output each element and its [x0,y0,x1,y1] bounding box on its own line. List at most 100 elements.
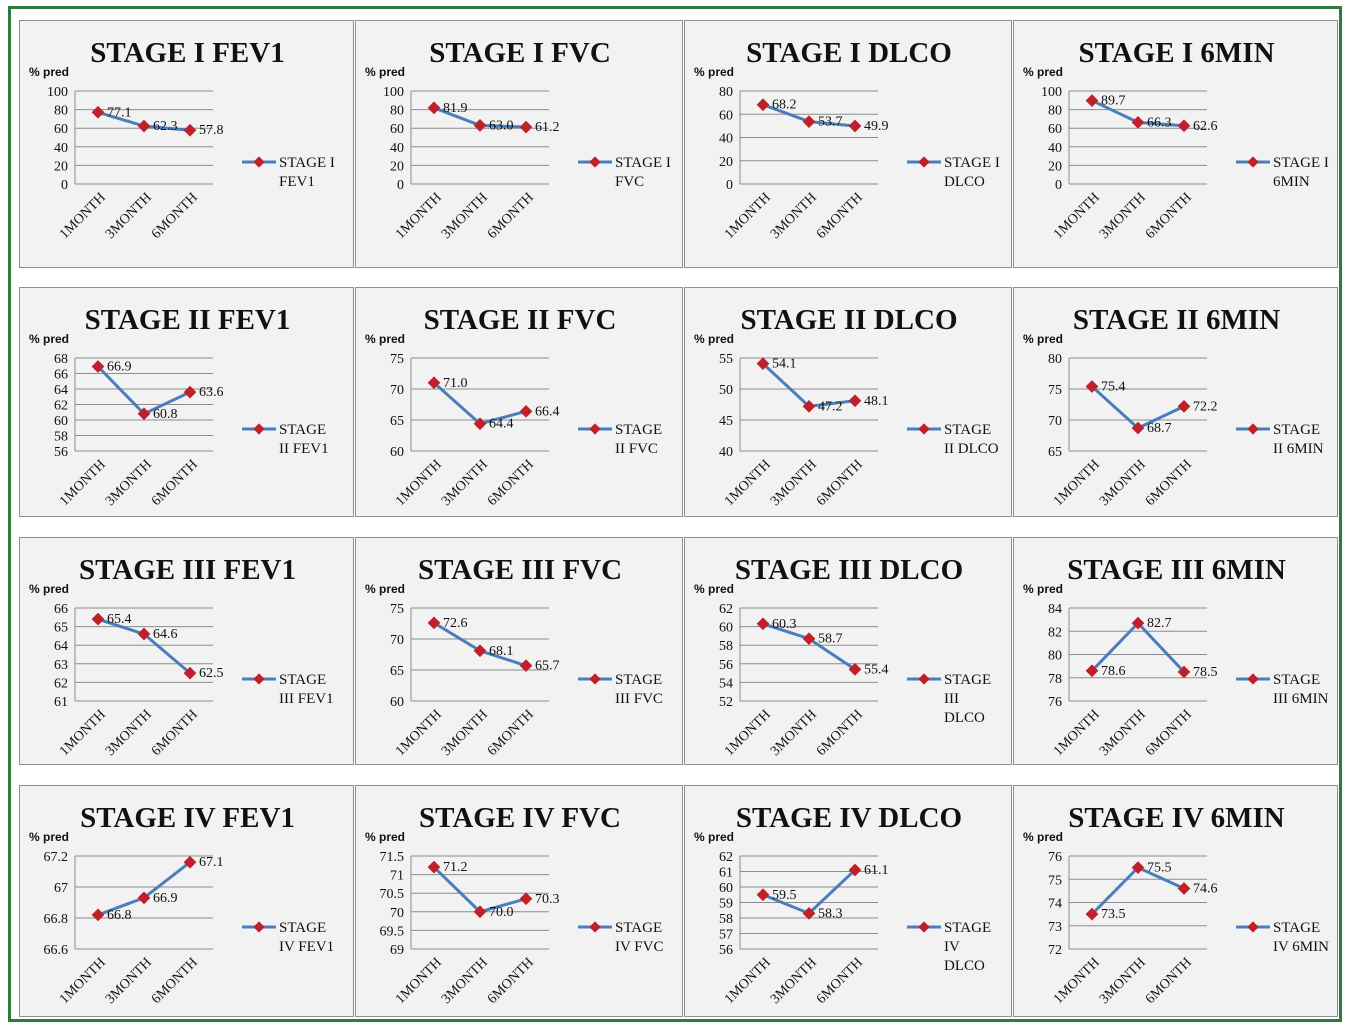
y-axis-label: % pred [365,332,405,346]
legend-label: DLCO [944,710,985,726]
y-tick-label: 69 [390,943,404,958]
y-tick-label: 58 [719,639,733,654]
x-tick-label: 1MONTH [57,955,109,1007]
y-tick-label: 64 [54,639,68,654]
x-tick-label: 3MONTH [768,457,820,509]
y-axis-label: % pred [1023,332,1063,346]
chart-panel: STAGE IV 6MIN % pred 72 73 74 75 76 1MONTH 3MONT… [1013,785,1338,1017]
legend-label: III [944,691,959,707]
chart-svg: STAGE IV DLCO% pred565758596061621MONTH3… [694,802,991,1007]
data-label: 49.9 [864,119,889,134]
chart-panel: STAGE I FEV1 % pred 0 20 40 60 80 100 1MONTH 3MON… [19,20,354,268]
y-tick-label: 60 [54,122,68,137]
y-tick-label: 75 [1048,873,1062,888]
data-point-marker [519,892,533,906]
y-tick-label: 55 [719,352,733,367]
x-tick-label: 3MONTH [768,955,820,1007]
legend-label: STAGE [944,422,991,438]
data-point-marker [756,888,770,902]
data-label: 62.5 [199,666,224,681]
y-tick-label: 60 [719,621,733,636]
y-tick-label: 58 [719,912,733,927]
chart-title: STAGE III DLCO [735,554,963,586]
legend-label: STAGE [1273,920,1320,936]
y-tick-label: 82 [1048,625,1062,640]
legend-label: STAGE I [279,155,335,171]
chart-panel: STAGE III DLCO% pred 52 54 56 58 60 62 1MONTH 3M… [684,537,1012,765]
chart-panel: STAGE IV FEV1 % pred 66.6 66.8 67 67.2 1MONTH 3… [19,785,354,1017]
data-label: 71.2 [443,860,468,875]
x-tick-label: 3MONTH [439,707,491,759]
data-label: 64.6 [153,627,178,642]
y-tick-label: 20 [719,155,733,170]
y-tick-label: 66 [54,368,68,383]
data-point-marker [473,905,487,919]
chart-svg: STAGE III DLCO% pred5254565860621MONTH3M… [694,554,991,759]
legend-label: STAGE [615,672,662,688]
y-tick-label: 52 [719,695,733,710]
y-tick-label: 56 [54,445,68,460]
y-tick-label: 80 [1048,649,1062,664]
y-tick-label: 74 [1048,897,1062,912]
y-tick-label: 71.5 [380,850,405,865]
data-label: 66.8 [107,908,132,923]
x-tick-label: 1MONTH [393,707,445,759]
chart-panel: STAGE I FVC % pred 0 20 40 60 80 100 1MONTH 3MONT… [355,20,683,268]
y-axis-label: % pred [1023,830,1063,844]
x-tick-label: 6MONTH [814,190,866,242]
data-label: 66.9 [107,360,132,375]
y-tick-label: 72 [1048,943,1062,958]
y-tick-label: 80 [719,85,733,100]
y-tick-label: 62 [719,602,733,617]
y-axis-label: % pred [1023,582,1063,596]
x-tick-label: 1MONTH [57,457,109,509]
y-tick-label: 80 [54,104,68,119]
chart-title: STAGE III 6MIN [1067,554,1286,586]
data-label: 72.6 [443,616,468,631]
data-label: 47.2 [818,399,843,414]
chart-svg: STAGE III FVC% pred606570751MONTH3MONTH6… [365,554,663,759]
legend-marker [253,921,265,933]
y-tick-label: 59 [719,897,733,912]
chart-panel: STAGE I 6MIN % pred 0 20 40 60 80 100 1MONTH 3MON… [1013,20,1338,268]
y-tick-label: 20 [390,159,404,174]
x-tick-label: 6MONTH [1143,190,1195,242]
y-tick-label: 67.2 [44,850,69,865]
data-label: 67.1 [199,855,224,870]
y-tick-label: 57 [719,928,733,943]
data-label: 65.7 [535,659,560,674]
y-tick-label: 65 [390,414,404,429]
data-point-marker [848,119,862,133]
x-tick-label: 3MONTH [1097,955,1149,1007]
y-tick-label: 65 [1048,445,1062,460]
chart-panel: STAGE II FEV1 % pred 56 58 60 62 64 66 68 1MONTH 3… [19,287,354,517]
legend-marker [589,423,601,435]
legend-label: STAGE [1273,672,1320,688]
legend-marker [589,673,601,685]
x-tick-label: 3MONTH [1097,457,1149,509]
x-tick-label: 1MONTH [57,707,109,759]
chart-panel: STAGE III 6MIN % pred 76 78 80 82 84 1MONTH 3MON… [1013,537,1338,765]
x-tick-label: 6MONTH [814,707,866,759]
y-tick-label: 65 [54,621,68,636]
legend-label: DLCO [944,174,985,190]
legend-label: IV FEV1 [279,939,334,955]
data-label: 63.0 [489,118,514,133]
x-tick-label: 6MONTH [149,955,201,1007]
data-label: 54.1 [772,357,797,372]
legend-label: 6MIN [1273,174,1310,190]
chart-title: STAGE I FEV1 [90,37,284,69]
chart-svg: STAGE I DLCO% pred0204060801MONTH3MONTH6… [694,37,1000,242]
legend-label: STAGE [279,672,326,688]
y-axis-label: % pred [365,830,405,844]
legend-label: STAGE I [615,155,671,171]
legend-marker [253,423,265,435]
y-tick-label: 80 [1048,104,1062,119]
y-tick-label: 76 [1048,850,1062,865]
chart-panel: STAGE II 6MIN% pred 65 70 75 80 1MONTH 3MONTH 6… [1013,287,1338,517]
data-point-marker [848,394,862,408]
x-tick-label: 1MONTH [57,190,109,242]
legend-marker [1247,423,1259,435]
legend-label: STAGE [944,920,991,936]
data-point-marker [1177,119,1191,133]
